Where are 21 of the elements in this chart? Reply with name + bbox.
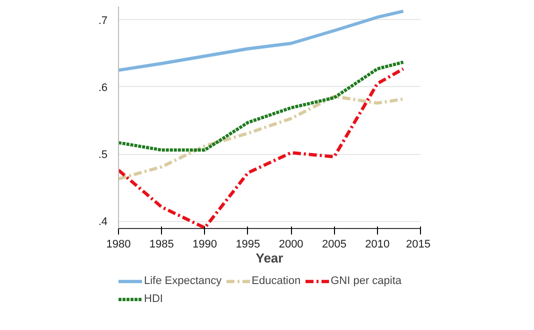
x-tick-label: 2015 (406, 238, 431, 250)
y-tick-label: .4 (98, 216, 108, 228)
line-series (118, 60, 405, 152)
x-tick-label: 1980 (106, 238, 131, 250)
line-series (118, 94, 405, 180)
x-tick-label: 2000 (278, 238, 304, 250)
x-tick-label: 1995 (236, 238, 260, 250)
y-tick-label: .7 (98, 14, 108, 27)
x-tick-label: 2010 (365, 238, 390, 250)
legend-label: Education (252, 274, 301, 288)
line-series (118, 10, 405, 72)
x-tick-label: 1990 (192, 238, 218, 250)
legend-label: HDI (144, 292, 164, 306)
y-tick-label: .5 (98, 149, 108, 162)
legend-label: Life Expectancy (144, 274, 222, 288)
x-axis-title: Year (256, 250, 284, 266)
x-tick-label: 2005 (322, 238, 346, 250)
legend-label: GNI per capita (330, 274, 402, 288)
x-tick-label: 1985 (149, 238, 174, 250)
y-tick-label: .6 (98, 82, 108, 94)
line-series (118, 67, 405, 228)
